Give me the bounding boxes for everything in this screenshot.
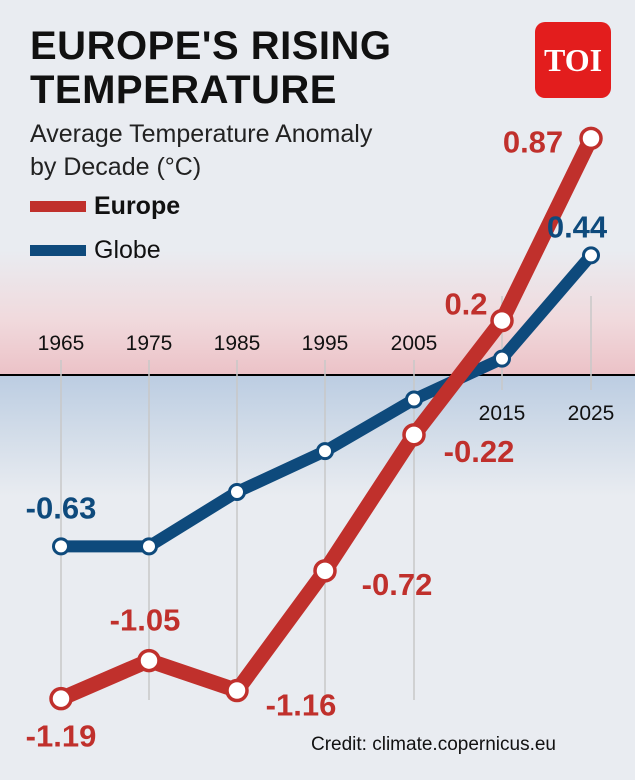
- logo-text: TOI: [543, 41, 603, 78]
- toi-logo: TOI: [535, 22, 611, 98]
- credit-text: Credit: climate.copernicus.eu: [311, 734, 556, 755]
- zero-baseline: [0, 374, 635, 376]
- data-label-europe-2005: -0.22: [444, 434, 515, 469]
- title-part-2: RISING: [250, 24, 392, 68]
- point-globe-2025: [582, 246, 600, 265]
- point-europe-1975: [137, 648, 161, 673]
- point-globe-1965: [52, 537, 70, 556]
- point-globe-2005: [405, 390, 423, 409]
- legend-europe: Europe: [30, 192, 180, 221]
- chart-title: EUROPE'S RISING TEMPERATURE: [30, 24, 450, 112]
- legend-globe: Globe: [30, 236, 161, 265]
- data-label-europe-2025: 0.87: [503, 124, 563, 159]
- cool-background-band: [0, 376, 635, 496]
- x-tick-2025: 2025: [568, 402, 615, 425]
- data-label-globe-1965: -0.63: [26, 490, 97, 525]
- point-europe-2015: [490, 308, 514, 333]
- x-tick-1975: 1975: [126, 332, 173, 355]
- x-tick-1965: 1965: [38, 332, 85, 355]
- legend-globe-swatch: [30, 245, 86, 256]
- point-globe-1975: [140, 537, 158, 556]
- point-europe-2005: [402, 423, 426, 447]
- legend-globe-label: Globe: [94, 236, 161, 264]
- data-label-europe-1975: -1.05: [110, 603, 181, 638]
- data-label-europe-1965: -1.19: [26, 719, 97, 754]
- point-globe-2015: [493, 349, 511, 368]
- point-europe-1995: [313, 559, 337, 583]
- legend-europe-swatch: [30, 201, 86, 212]
- x-tick-1995: 1995: [302, 332, 349, 355]
- point-globe-1995: [316, 442, 334, 461]
- point-europe-1965: [49, 686, 73, 711]
- data-label-europe-2015: 0.2: [444, 287, 487, 322]
- x-tick-1985: 1985: [214, 332, 261, 355]
- legend-europe-label: Europe: [94, 192, 181, 220]
- data-label-europe-1995: -0.72: [362, 567, 433, 602]
- x-tick-2015: 2015: [479, 402, 526, 425]
- title-part-3: TEMPERATURE: [30, 68, 337, 112]
- data-label-europe-1985: -1.16: [266, 688, 337, 723]
- point-europe-1985: [225, 678, 249, 703]
- chart-subtitle: Average Temperature Anomaly by Decade (°…: [30, 120, 373, 181]
- point-europe-2025: [579, 126, 603, 151]
- x-tick-2005: 2005: [391, 332, 438, 355]
- title-part-1: EUROPE'S: [30, 24, 240, 68]
- point-globe-1985: [228, 482, 246, 501]
- data-label-globe-2025: 0.44: [547, 209, 608, 244]
